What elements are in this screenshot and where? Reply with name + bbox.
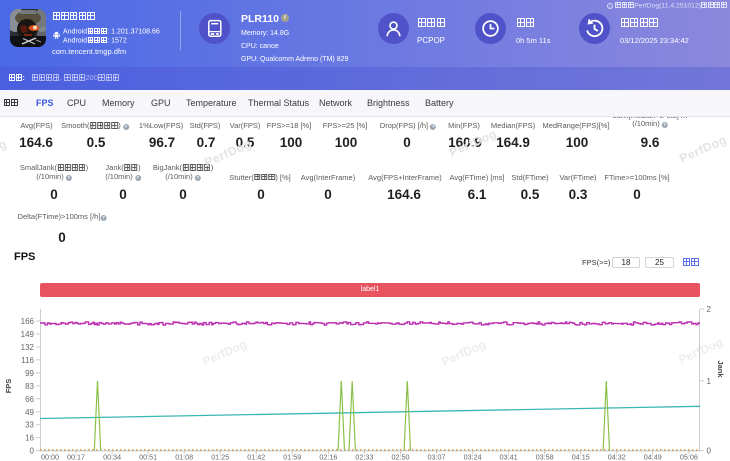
svg-text:PerfDog: PerfDog [201, 337, 249, 369]
svg-text:01:42: 01:42 [247, 453, 265, 461]
svg-text:04:15: 04:15 [572, 453, 590, 461]
svg-text:01:59: 01:59 [283, 453, 301, 461]
svg-text:132: 132 [21, 343, 35, 352]
svg-text:00:34: 00:34 [103, 453, 121, 461]
svg-text:05:06: 05:06 [680, 453, 698, 461]
svg-text:16: 16 [25, 434, 34, 443]
svg-text:00:51: 00:51 [139, 453, 157, 461]
svg-text:04:32: 04:32 [608, 453, 626, 461]
svg-text:116: 116 [21, 356, 34, 365]
svg-text:49: 49 [25, 408, 34, 417]
svg-text:01:25: 01:25 [211, 453, 229, 461]
svg-text:02:16: 02:16 [319, 453, 337, 461]
svg-text:149: 149 [21, 330, 35, 339]
svg-text:03:41: 03:41 [500, 453, 518, 461]
svg-text:166: 166 [21, 317, 35, 326]
svg-text:0: 0 [30, 447, 35, 456]
svg-text:PerfDog: PerfDog [0, 337, 2, 369]
svg-text:02:50: 02:50 [392, 453, 410, 461]
svg-text:00:17: 00:17 [67, 453, 85, 461]
svg-text:00:00: 00:00 [41, 453, 59, 461]
svg-text:1: 1 [707, 377, 712, 386]
svg-text:02:33: 02:33 [355, 453, 373, 461]
svg-text:FPS: FPS [4, 379, 13, 394]
svg-text:01:08: 01:08 [175, 453, 193, 461]
svg-text:03:07: 03:07 [428, 453, 446, 461]
svg-text:0: 0 [707, 447, 712, 456]
svg-text:PerfDog: PerfDog [440, 337, 488, 369]
svg-text:03:58: 03:58 [536, 453, 554, 461]
svg-text:66: 66 [25, 395, 34, 404]
svg-text:04:49: 04:49 [644, 453, 662, 461]
svg-text:03:24: 03:24 [464, 453, 482, 461]
svg-text:83: 83 [25, 382, 34, 391]
svg-text:2: 2 [707, 305, 712, 314]
svg-text:99: 99 [25, 369, 34, 378]
svg-text:Jank: Jank [716, 360, 725, 378]
svg-text:33: 33 [25, 421, 34, 430]
